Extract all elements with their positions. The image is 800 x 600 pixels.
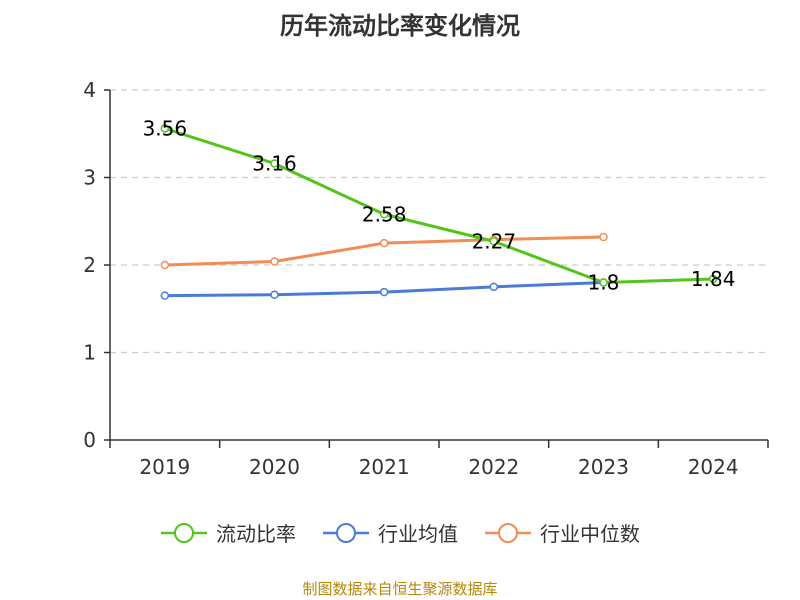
data-point [379,287,389,297]
data-source-note: 制图数据来自恒生聚源数据库 [302,580,498,598]
data-label: 2.58 [362,202,407,226]
data-point [708,274,718,284]
data-label: 1.84 [691,267,736,291]
data-label: 3.56 [143,117,188,141]
legend: 流动比率 行业均值 行业中位数 [0,518,800,547]
y-tick-label: 3 [83,166,96,190]
data-point [379,210,389,219]
data-label: 1.8 [588,271,620,295]
legend-label: 流动比率 [216,522,296,546]
legend-item[interactable]: 行业中位数 [484,518,640,547]
legend-marker-icon [323,522,369,543]
data-point [489,282,499,292]
data-point [160,260,170,270]
data-point [270,159,279,168]
series-line-0 [164,127,714,284]
legend-item[interactable]: 行业均值 [322,518,458,547]
data-point [379,238,389,248]
data-point [160,124,170,133]
y-tick-label: 1 [83,341,96,365]
x-tick-label: 2020 [249,455,300,479]
legend-label: 行业均值 [378,522,458,546]
data-point [599,232,608,242]
data-labels: 3.56 3.16 2.58 2.27 1.8 1.84 [143,117,736,295]
data-label: 3.16 [252,152,297,176]
series-lines [160,124,718,300]
grid-lines [110,89,768,354]
y-tick-label: 2 [83,253,96,277]
x-tick-label: 2023 [578,455,629,479]
legend-item[interactable]: 流动比率 [160,518,296,547]
legend-circle [336,522,356,543]
data-point [270,290,279,299]
legend-label: 行业中位数 [540,522,640,546]
legend-circle [174,522,194,543]
y-tick-label: 0 [83,428,96,452]
axes: 0 1 2 3 4 2019 2020 2021 2022 2023 2024 [83,78,769,479]
data-point [599,278,608,287]
y-tick-label: 4 [83,78,96,102]
data-point [160,291,170,300]
x-tick-label: 2021 [359,455,410,479]
legend-marker-icon [485,522,531,543]
legend-marker-icon [161,522,207,543]
x-tick-label: 2019 [139,455,190,479]
x-tick-label: 2022 [468,455,519,479]
data-point [270,257,279,266]
chart-title: 历年流动比率变化情况 [280,12,520,40]
x-tick-label: 2024 [688,455,739,479]
legend-circle [498,522,518,543]
data-label: 2.27 [472,229,517,253]
data-point [489,237,499,246]
